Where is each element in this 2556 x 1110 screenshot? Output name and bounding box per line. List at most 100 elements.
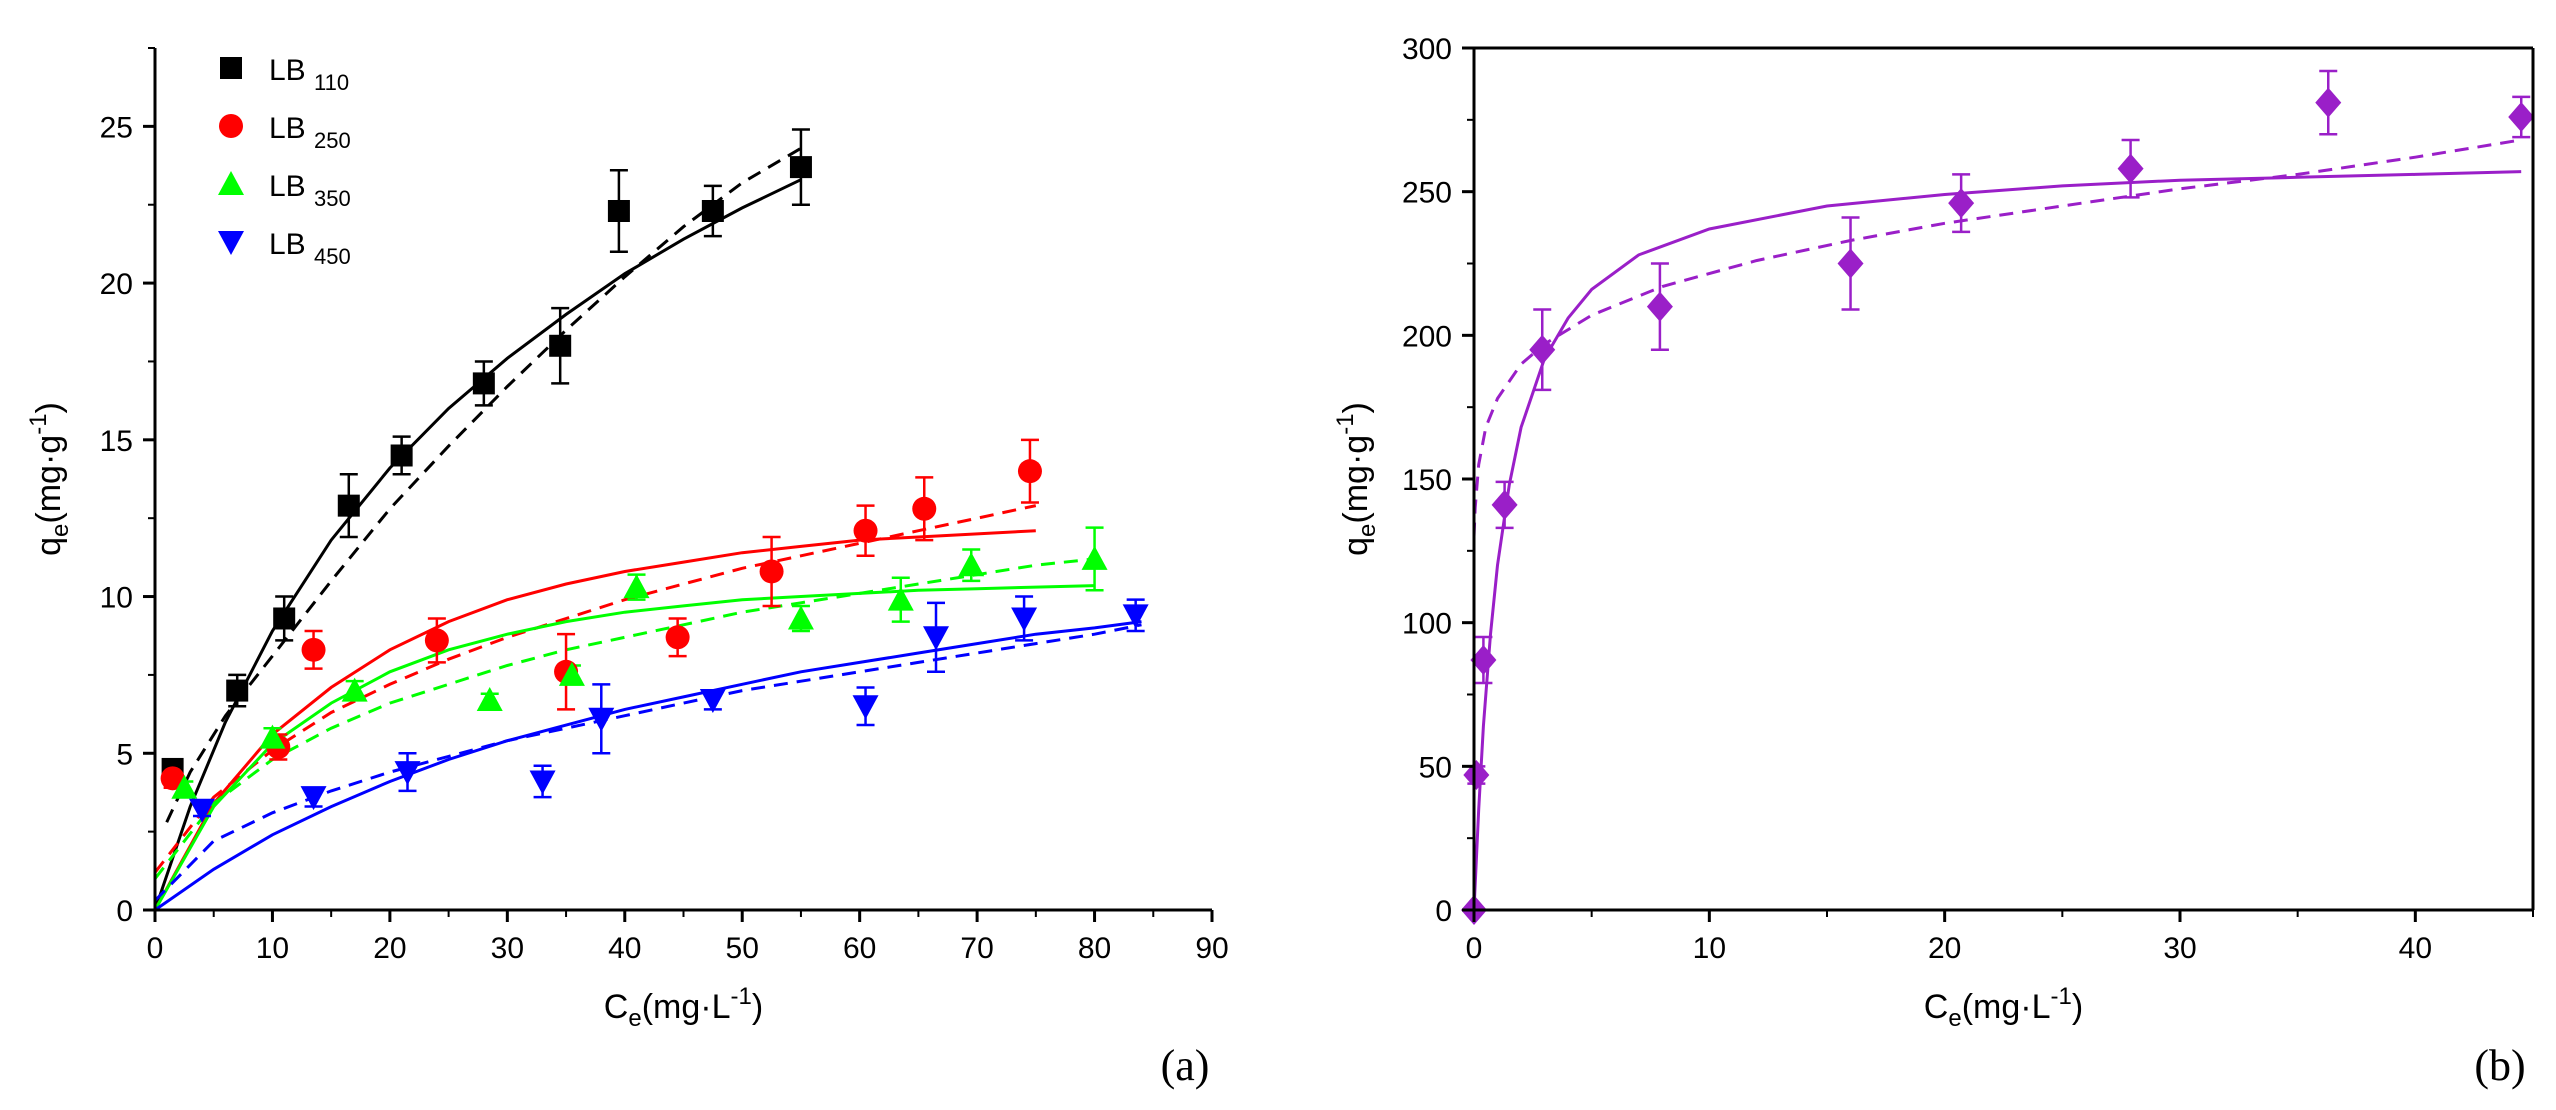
series-point — [1463, 759, 1490, 790]
lb-350-fit-solid — [153, 584, 1095, 911]
lb-250-fit-solid — [153, 529, 1036, 911]
x-tick-label: 60 — [843, 932, 876, 965]
x-tick-label: 30 — [2163, 932, 2196, 965]
lb-350-point — [887, 586, 914, 611]
x-tick-label: 80 — [1078, 932, 1111, 965]
lb-110-point — [390, 444, 413, 467]
lb-250-point — [759, 559, 784, 584]
legend-marker — [220, 57, 242, 79]
y-tick-label: 0 — [116, 895, 133, 928]
y-axis-label: qe(mg·g-1) — [25, 402, 74, 556]
series-point — [1470, 645, 1497, 676]
legend-marker — [218, 231, 244, 255]
y-tick-label: 200 — [1402, 320, 1452, 353]
lb-450-fit-dashed — [153, 623, 1142, 902]
x-tick-label: 40 — [608, 932, 641, 965]
series-fit-dashed — [1472, 138, 2522, 537]
lb-250-point — [1017, 459, 1042, 484]
lb-110-point — [549, 334, 572, 357]
lb-450-point — [1122, 604, 1149, 629]
x-tick-label: 20 — [373, 932, 406, 965]
y-tick-label: 20 — [100, 268, 133, 301]
lb-350-point — [958, 552, 985, 577]
x-tick-label: 30 — [491, 932, 524, 965]
lb-450-point — [923, 626, 950, 651]
x-tick-label: 50 — [726, 932, 759, 965]
lb-110-point — [337, 494, 360, 517]
series-point — [2315, 87, 2342, 118]
series-point — [1837, 248, 1864, 279]
series-point — [1491, 489, 1518, 520]
lb-450-fit-solid — [154, 620, 1142, 912]
legend-marker — [218, 171, 244, 195]
panel-a: 0 10 20 30 40 50 60 70 80 90 0 5 10 15 20 25 LB 110 LB 2… — [25, 47, 1229, 1090]
lb-450-point — [588, 707, 615, 732]
x-tick-label: 0 — [1466, 932, 1483, 965]
y-tick-label: 50 — [1419, 751, 1452, 784]
x-axis-label: Ce(mg·L-1) — [604, 983, 763, 1032]
lb-350-point — [476, 686, 503, 711]
x-tick-label: 40 — [2399, 932, 2432, 965]
series-fit-solid — [1472, 170, 2522, 911]
lb-450-point — [300, 786, 327, 811]
lb-350-point — [623, 574, 650, 599]
y-tick-label: 10 — [100, 582, 133, 615]
x-tick-label: 10 — [256, 932, 289, 965]
lb-110-point — [607, 199, 630, 222]
lb-250-point — [912, 496, 937, 521]
lb-110-point — [472, 372, 495, 395]
lb-350-point — [259, 724, 286, 749]
y-tick-label: 100 — [1402, 608, 1452, 641]
y-axis-label: qe(mg·g-1) — [1332, 402, 1381, 556]
lb-450-point — [529, 770, 556, 795]
y-tick-label: 150 — [1402, 464, 1452, 497]
series-point — [1646, 291, 1673, 322]
lb-250-point — [160, 766, 185, 791]
y-tick-label: 300 — [1402, 33, 1452, 66]
x-axis-label: Ce(mg·L-1) — [1924, 983, 2083, 1032]
y-tick-label: 15 — [100, 425, 133, 458]
lb-450-point — [394, 761, 421, 786]
lb-110-point — [789, 156, 812, 179]
legend-label: LB 110 — [269, 54, 349, 95]
lb-250-point — [301, 637, 326, 662]
y-tick-label: 250 — [1402, 177, 1452, 210]
legend-label: LB 350 — [269, 170, 351, 211]
legend-label: LB 450 — [269, 228, 351, 269]
x-tick-label: 70 — [960, 932, 993, 965]
lb-450-point — [699, 688, 726, 713]
lb-110-fit-dashed — [165, 147, 802, 823]
lb-110-point — [273, 607, 296, 630]
y-tick-label: 0 — [1435, 895, 1452, 928]
lb-250-point — [665, 625, 690, 650]
lb-110-fit-solid — [153, 178, 802, 911]
lb-250-point — [424, 628, 449, 653]
lb-250-fit-dashed — [153, 504, 1037, 874]
series-point — [2508, 101, 2535, 132]
lb-450-point — [852, 695, 879, 720]
legend-label: LB 250 — [269, 112, 351, 153]
y-tick-label: 25 — [100, 111, 133, 144]
x-tick-label: 10 — [1693, 932, 1726, 965]
legend: LB 110 LB 250 LB 350 LB 450 — [218, 54, 351, 269]
series-point — [2117, 153, 2144, 184]
lb-350-fit-dashed — [153, 557, 1095, 880]
lb-350-point — [1081, 545, 1108, 570]
lb-350-point — [558, 661, 585, 686]
x-tick-label: 90 — [1195, 932, 1228, 965]
lb-450-point — [188, 798, 215, 823]
lb-350-point — [341, 677, 368, 702]
lb-110-point — [226, 679, 249, 702]
series-point — [1529, 334, 1556, 365]
lb-350-point — [787, 605, 814, 630]
panel-label-b: (b) — [2474, 1041, 2525, 1090]
lb-450-point — [1011, 607, 1038, 632]
y-tick-label: 5 — [116, 738, 133, 771]
x-tick-label: 20 — [1928, 932, 1961, 965]
legend-marker — [219, 114, 243, 138]
lb-250-point — [853, 518, 878, 543]
x-tick-label: 0 — [147, 932, 164, 965]
panel-b: 0 10 20 30 40 0 50 100 150 200 250 300 Ce(mg·L-1) q… — [1332, 33, 2535, 1090]
lb-110-point — [701, 199, 724, 222]
